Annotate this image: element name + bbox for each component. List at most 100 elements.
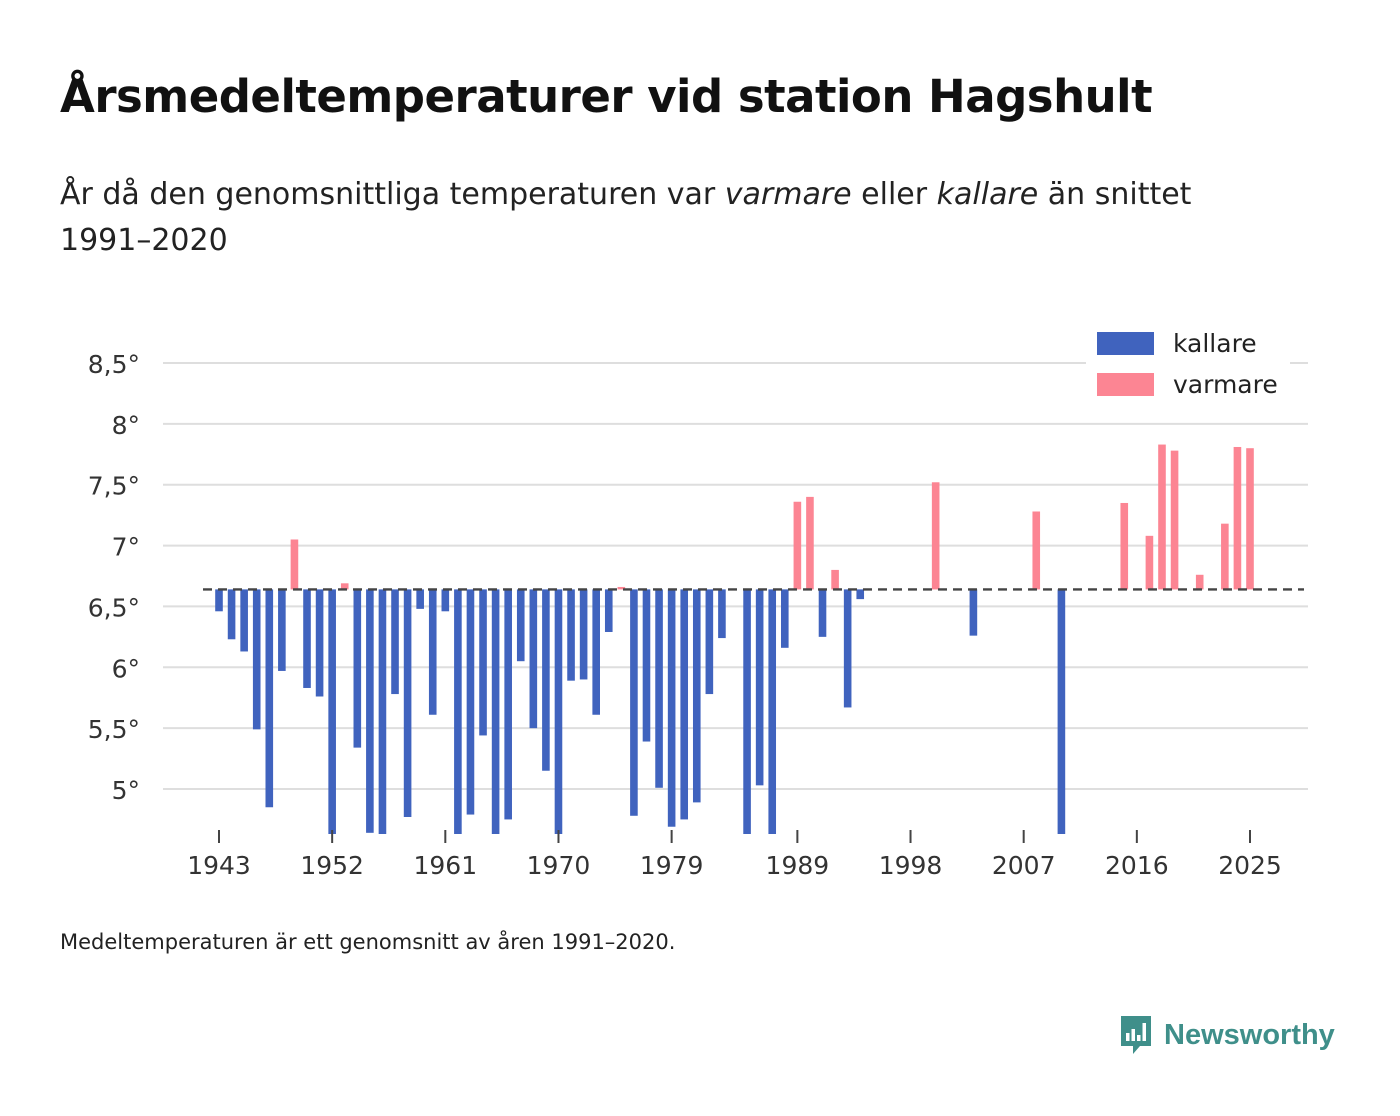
bar-kallare [604, 589, 613, 632]
bar-varmare [831, 569, 839, 590]
x-tick-label: 1989 [766, 851, 830, 880]
bar-kallare [353, 589, 362, 748]
bar-kallare [454, 589, 462, 834]
bar-varmare [806, 496, 814, 590]
bar-kallare [768, 589, 777, 834]
temperature-bar-chart: 5° 5,5° 6° 6,5° 7° 7,5° 8° 8,5° 1943 1952 1961 1970… [87, 326, 1308, 880]
bar-kallare [969, 589, 978, 636]
y-tick-label: 5° [112, 776, 140, 805]
brand-logo: Newsworthy [1118, 1012, 1335, 1058]
bar-varmare [617, 586, 626, 590]
bar-kallare [856, 589, 865, 600]
legend-swatch-varmare [1097, 373, 1154, 396]
bar-kallare [391, 589, 399, 695]
bar-varmare [1145, 535, 1154, 590]
bar-kallare [718, 589, 726, 639]
bar-kallare [780, 589, 789, 648]
y-tick-label: 6,5° [88, 593, 140, 622]
subtitle-text-1: År då den genomsnittliga temperaturen va… [60, 177, 725, 212]
bar-kallare [529, 589, 538, 729]
bar-kallare [378, 589, 387, 834]
x-tick-label: 1943 [187, 851, 251, 880]
bar-kallare [692, 589, 701, 803]
bar-varmare [793, 501, 802, 590]
bar-kallare [278, 589, 286, 671]
x-tick-label: 2025 [1218, 851, 1282, 880]
bar-kallare [215, 589, 223, 612]
bar-kallare [579, 589, 588, 680]
bar-kallare [630, 589, 638, 816]
bar-kallare [416, 589, 424, 609]
legend-swatch-kallare [1097, 332, 1154, 355]
bar-kallare [567, 589, 575, 681]
bar-varmare [1032, 511, 1041, 590]
subtitle-warm-word: varmare [724, 177, 852, 212]
newsworthy-logo-icon [1121, 1016, 1151, 1054]
bar-kallare [479, 589, 487, 736]
bar-kallare [504, 589, 512, 820]
bar-kallare [843, 589, 852, 708]
bar-kallare [428, 589, 437, 715]
bar-varmare [290, 539, 299, 590]
bar-kallare [592, 589, 600, 715]
x-tick-label: 1961 [414, 851, 478, 880]
bars [215, 444, 1254, 834]
bar-kallare [491, 589, 500, 834]
subtitle-text-3: än snittet 1991–2020 [60, 177, 1192, 258]
bar-kallare [705, 589, 714, 695]
y-tick-label: 8,5° [88, 350, 140, 379]
brand-name: Newsworthy [1164, 1018, 1335, 1051]
chart-title: Årsmedeltemperaturer vid station Hagshul… [60, 70, 1153, 123]
bar-kallare [303, 589, 311, 688]
bar-kallare [755, 589, 764, 786]
bar-kallare [466, 589, 475, 815]
bar-varmare [340, 583, 349, 590]
axes: 5° 5,5° 6° 6,5° 7° 7,5° 8° 8,5° 1943 1952 1961 1970… [88, 350, 1282, 880]
bar-varmare [1120, 502, 1129, 590]
x-tick-label: 1979 [640, 851, 704, 880]
bar-kallare [315, 589, 324, 697]
bar-varmare [1221, 523, 1229, 590]
bar-kallare [680, 589, 689, 820]
bar-kallare [366, 589, 374, 833]
bar-kallare [252, 589, 261, 730]
bar-kallare [1057, 589, 1066, 834]
footnote: Medeltemperaturen är ett genomsnitt av å… [60, 930, 676, 954]
legend-label-varmare: varmare [1173, 370, 1278, 399]
chart-subtitle: År då den genomsnittliga temperaturen va… [60, 172, 1280, 264]
legend: kallare varmare [1086, 326, 1290, 408]
bar-kallare [516, 589, 525, 662]
x-tick-label: 1952 [300, 851, 364, 880]
x-tick-label: 1970 [527, 851, 591, 880]
bar-kallare [743, 589, 751, 834]
bar-varmare [1233, 446, 1242, 590]
y-tick-label: 5,5° [88, 715, 140, 744]
x-tick-label: 1998 [879, 851, 943, 880]
bar-kallare [642, 589, 651, 742]
bar-kallare [265, 589, 274, 808]
bar-kallare [818, 589, 827, 637]
x-tick-label: 2007 [992, 851, 1056, 880]
y-tick-label: 8° [112, 411, 140, 440]
bar-kallare [441, 589, 450, 612]
y-tick-label: 6° [112, 654, 140, 683]
bar-kallare [227, 589, 236, 640]
y-tick-label: 7,5° [88, 472, 140, 501]
bar-kallare [542, 589, 550, 771]
bar-varmare [1170, 450, 1179, 590]
bar-kallare [667, 589, 676, 827]
bar-kallare [328, 589, 336, 834]
y-tick-label: 7° [112, 533, 140, 562]
subtitle-text-2: eller [851, 177, 937, 212]
bar-varmare [1246, 448, 1254, 590]
x-tick-label: 2016 [1105, 851, 1169, 880]
bar-kallare [554, 589, 563, 834]
bar-varmare [1158, 444, 1166, 590]
bar-varmare [931, 482, 940, 590]
subtitle-cold-word: kallare [936, 177, 1039, 212]
legend-label-kallare: kallare [1173, 329, 1257, 358]
bar-kallare [403, 589, 412, 817]
bar-kallare [240, 589, 248, 652]
bar-kallare [655, 589, 663, 788]
bar-varmare [1195, 574, 1204, 590]
